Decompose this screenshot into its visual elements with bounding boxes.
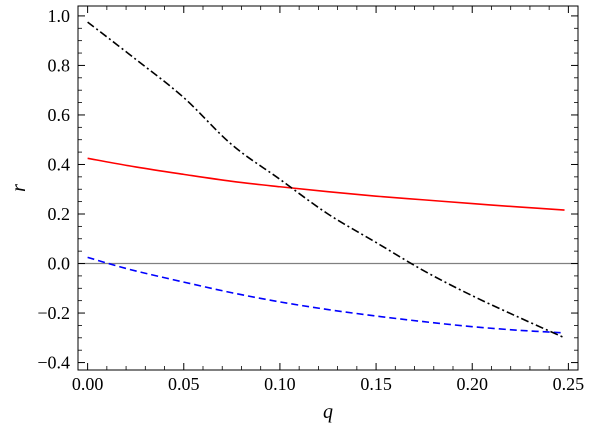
- plot-frame-group: [77, 5, 579, 371]
- series-line-solid: [87, 157, 565, 211]
- y-tick-label: 0.8: [48, 55, 71, 75]
- series-group: [87, 21, 565, 339]
- x-tick-label: 0.25: [553, 374, 585, 394]
- y-tick-label: −0.2: [37, 303, 70, 323]
- y-tick-label: 0.6: [48, 105, 71, 125]
- x-tick-label: 0.15: [360, 374, 392, 394]
- series-line-dashed: [87, 256, 565, 334]
- x-tick-label: 0.10: [264, 374, 296, 394]
- y-tick-label: −0.4: [37, 353, 70, 373]
- x-axis-label: q: [323, 401, 333, 423]
- series-line-dash-dot: [87, 21, 565, 339]
- plot-frame: [77, 5, 579, 371]
- x-tick-label: 0.20: [456, 374, 488, 394]
- y-axis-label: r: [8, 184, 30, 192]
- y-tick-label: 0.2: [48, 204, 71, 224]
- x-tick-label: 0.00: [72, 374, 104, 394]
- labels-group: q r: [8, 184, 333, 423]
- y-tick-label: 1.0: [48, 6, 71, 26]
- y-tick-label: 0.0: [48, 254, 71, 274]
- ticks-group: 0.00 0.05 0.10 0.15 0.20 0.25 −0.4 −0.2 0.0 0.2 0.…: [37, 6, 584, 394]
- y-tick-label: 0.4: [48, 154, 71, 174]
- x-tick-label: 0.05: [168, 374, 200, 394]
